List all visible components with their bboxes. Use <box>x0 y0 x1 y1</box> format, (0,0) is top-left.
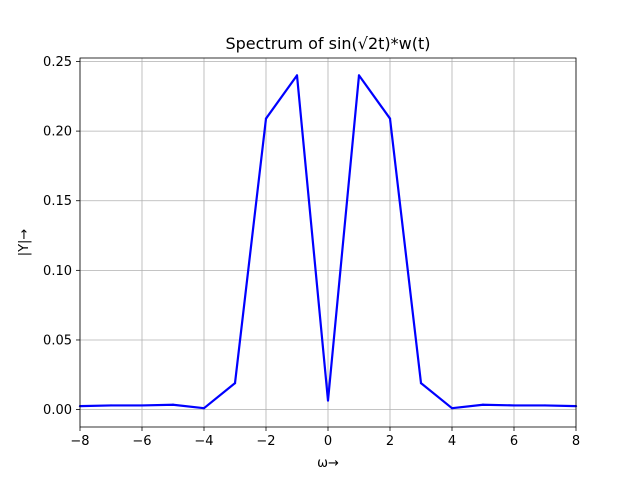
data-point <box>481 403 485 406</box>
data-point <box>512 404 516 407</box>
data-point <box>419 382 423 385</box>
data-point <box>326 399 330 402</box>
x-tick-label: −8 <box>70 434 89 449</box>
data-point <box>140 404 144 407</box>
chart-title: Spectrum of sin(√2t)*w(t) <box>225 34 430 53</box>
y-axis-label: |Y|→ <box>17 229 32 257</box>
data-point <box>264 117 268 120</box>
data-point <box>233 382 237 385</box>
series-layer <box>78 74 578 410</box>
x-tick-label: 0 <box>324 434 332 449</box>
x-tick-label: −2 <box>256 434 275 449</box>
x-tick-label: −6 <box>132 434 151 449</box>
data-point <box>171 403 175 406</box>
data-point <box>357 74 361 77</box>
data-point <box>109 404 113 407</box>
y-tick-label: 0.15 <box>43 194 72 209</box>
y-tick-label: 0.10 <box>43 264 72 279</box>
y-tick-label: 0.20 <box>43 125 72 140</box>
x-tick-label: 2 <box>386 434 394 449</box>
x-axis: −8 −6 −4 −2 0 2 4 6 8 <box>70 427 580 449</box>
y-tick-label: 0.05 <box>43 333 72 348</box>
data-point <box>202 407 206 410</box>
data-point <box>295 74 299 77</box>
x-tick-label: 4 <box>448 434 456 449</box>
x-tick-label: 8 <box>572 434 580 449</box>
y-tick-label: 0.25 <box>43 55 72 70</box>
data-point <box>450 407 454 410</box>
y-axis: 0.00 0.05 0.10 0.15 0.20 0.25 <box>43 55 80 418</box>
y-tick-label: 0.00 <box>43 403 72 418</box>
x-tick-label: −4 <box>194 434 213 449</box>
x-axis-label: ω→ <box>317 456 339 471</box>
data-point <box>388 117 392 120</box>
x-tick-label: 6 <box>510 434 518 449</box>
data-point <box>543 404 547 407</box>
